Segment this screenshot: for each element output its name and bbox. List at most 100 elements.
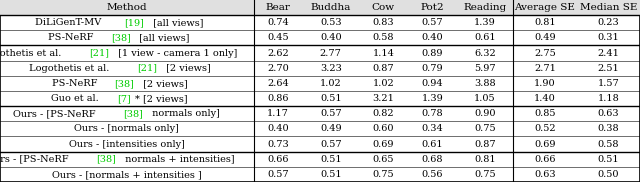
Text: 0.87: 0.87 bbox=[372, 64, 394, 73]
Bar bbox=[0, 0, 640, 15]
Text: PS-NeRF: PS-NeRF bbox=[52, 79, 100, 88]
Text: 1.17: 1.17 bbox=[267, 109, 289, 118]
Text: 0.57: 0.57 bbox=[320, 140, 342, 149]
Text: Buddha: Buddha bbox=[310, 3, 351, 12]
Text: Reading: Reading bbox=[463, 3, 507, 12]
Text: 0.75: 0.75 bbox=[474, 170, 496, 179]
Text: 0.81: 0.81 bbox=[474, 155, 496, 164]
Text: Guo et al.: Guo et al. bbox=[51, 94, 102, 103]
Text: 2.62: 2.62 bbox=[268, 49, 289, 58]
Text: 0.51: 0.51 bbox=[320, 155, 342, 164]
Text: 2.77: 2.77 bbox=[320, 49, 342, 58]
Text: Bear: Bear bbox=[266, 3, 291, 12]
Text: 0.86: 0.86 bbox=[268, 94, 289, 103]
Text: 0.23: 0.23 bbox=[597, 18, 619, 27]
Text: 2.41: 2.41 bbox=[597, 49, 620, 58]
Text: 0.53: 0.53 bbox=[320, 18, 342, 27]
Text: 0.82: 0.82 bbox=[372, 109, 394, 118]
Text: 1.40: 1.40 bbox=[534, 94, 556, 103]
Text: 5.97: 5.97 bbox=[474, 64, 496, 73]
Text: 0.90: 0.90 bbox=[474, 109, 496, 118]
Text: [38]: [38] bbox=[124, 109, 143, 118]
Text: 0.61: 0.61 bbox=[474, 33, 496, 42]
Text: Average SE: Average SE bbox=[515, 3, 575, 12]
Text: 0.51: 0.51 bbox=[320, 170, 342, 179]
Text: Ours - [PS-NeRF: Ours - [PS-NeRF bbox=[0, 155, 72, 164]
Text: [2 views]: [2 views] bbox=[140, 79, 188, 88]
Text: 6.32: 6.32 bbox=[474, 49, 496, 58]
Text: 0.66: 0.66 bbox=[268, 155, 289, 164]
Text: Logothetis et al.: Logothetis et al. bbox=[0, 49, 65, 58]
Text: 0.57: 0.57 bbox=[268, 170, 289, 179]
Text: 1.05: 1.05 bbox=[474, 94, 496, 103]
Text: * [2 views]: * [2 views] bbox=[134, 94, 187, 103]
Text: 0.78: 0.78 bbox=[422, 109, 444, 118]
Text: 0.51: 0.51 bbox=[598, 155, 619, 164]
Text: [19]: [19] bbox=[124, 18, 144, 27]
Text: 0.73: 0.73 bbox=[268, 140, 289, 149]
Text: [2 views]: [2 views] bbox=[163, 64, 211, 73]
Text: 2.70: 2.70 bbox=[268, 64, 289, 73]
Text: 0.31: 0.31 bbox=[597, 33, 619, 42]
Text: [38]: [38] bbox=[111, 33, 131, 42]
Text: 0.75: 0.75 bbox=[474, 124, 496, 133]
Text: Median SE: Median SE bbox=[580, 3, 637, 12]
Text: 0.40: 0.40 bbox=[422, 33, 444, 42]
Text: [21]: [21] bbox=[137, 64, 157, 73]
Text: 1.39: 1.39 bbox=[474, 18, 496, 27]
Text: 0.74: 0.74 bbox=[268, 18, 289, 27]
Text: 0.89: 0.89 bbox=[422, 49, 444, 58]
Text: 0.66: 0.66 bbox=[534, 155, 556, 164]
Text: normals + intensities]: normals + intensities] bbox=[122, 155, 235, 164]
Text: [all views]: [all views] bbox=[150, 18, 204, 27]
Text: 2.71: 2.71 bbox=[534, 64, 556, 73]
Text: [38]: [38] bbox=[97, 155, 116, 164]
Text: 3.23: 3.23 bbox=[320, 64, 342, 73]
Text: 0.56: 0.56 bbox=[422, 170, 444, 179]
Text: 1.18: 1.18 bbox=[597, 94, 619, 103]
Text: 1.02: 1.02 bbox=[372, 79, 394, 88]
Text: 3.21: 3.21 bbox=[372, 94, 394, 103]
Text: 0.81: 0.81 bbox=[534, 18, 556, 27]
Text: normals only]: normals only] bbox=[149, 109, 220, 118]
Text: 0.45: 0.45 bbox=[268, 33, 289, 42]
Text: [all views]: [all views] bbox=[136, 33, 190, 42]
Text: 1.57: 1.57 bbox=[597, 79, 619, 88]
Text: 2.51: 2.51 bbox=[597, 64, 619, 73]
Text: 0.49: 0.49 bbox=[320, 124, 342, 133]
Text: [7]: [7] bbox=[116, 94, 131, 103]
Text: 0.38: 0.38 bbox=[598, 124, 619, 133]
Text: 0.57: 0.57 bbox=[320, 109, 342, 118]
Text: 2.75: 2.75 bbox=[534, 49, 556, 58]
Text: 0.40: 0.40 bbox=[320, 33, 342, 42]
Text: 0.58: 0.58 bbox=[372, 33, 394, 42]
Text: Pot2: Pot2 bbox=[420, 3, 444, 12]
Text: Cow: Cow bbox=[372, 3, 395, 12]
Text: 0.57: 0.57 bbox=[422, 18, 444, 27]
Text: 1.90: 1.90 bbox=[534, 79, 556, 88]
Text: 0.34: 0.34 bbox=[422, 124, 444, 133]
Text: PS-NeRF: PS-NeRF bbox=[48, 33, 97, 42]
Text: 0.87: 0.87 bbox=[474, 140, 496, 149]
Text: [21]: [21] bbox=[89, 49, 109, 58]
Text: 0.60: 0.60 bbox=[372, 124, 394, 133]
Text: Ours - [PS-NeRF: Ours - [PS-NeRF bbox=[13, 109, 99, 118]
Text: Ours - [normals only]: Ours - [normals only] bbox=[74, 124, 179, 133]
Text: 0.83: 0.83 bbox=[372, 18, 394, 27]
Text: DiLiGenT-MV: DiLiGenT-MV bbox=[35, 18, 104, 27]
Text: 0.69: 0.69 bbox=[372, 140, 394, 149]
Text: 0.52: 0.52 bbox=[534, 124, 556, 133]
Text: 0.69: 0.69 bbox=[534, 140, 556, 149]
Text: 0.50: 0.50 bbox=[598, 170, 619, 179]
Text: [1 view - camera 1 only]: [1 view - camera 1 only] bbox=[115, 49, 237, 58]
Text: 0.79: 0.79 bbox=[422, 64, 444, 73]
Text: Logothetis et al.: Logothetis et al. bbox=[29, 64, 113, 73]
Text: 0.49: 0.49 bbox=[534, 33, 556, 42]
Text: Method: Method bbox=[106, 3, 147, 12]
Text: 2.64: 2.64 bbox=[268, 79, 289, 88]
Text: 0.58: 0.58 bbox=[598, 140, 619, 149]
Text: [38]: [38] bbox=[115, 79, 134, 88]
Text: 1.14: 1.14 bbox=[372, 49, 394, 58]
Text: 0.68: 0.68 bbox=[422, 155, 444, 164]
Text: 0.85: 0.85 bbox=[534, 109, 556, 118]
